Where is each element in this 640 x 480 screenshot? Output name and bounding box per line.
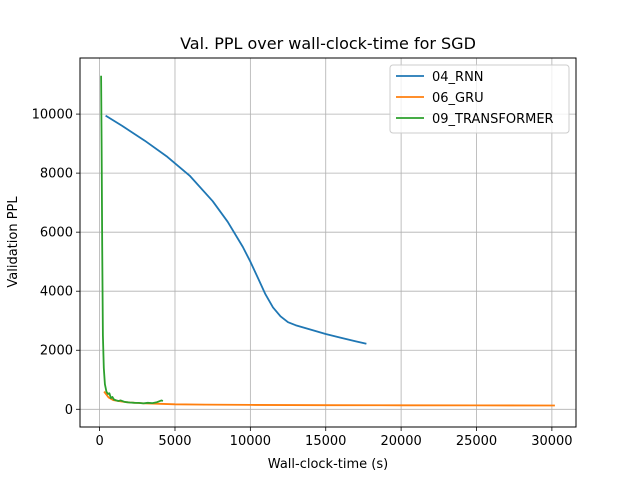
chart-title: Val. PPL over wall-clock-time for SGD — [180, 34, 476, 53]
legend-label: 06_GRU — [432, 91, 484, 106]
y-axis-label: Validation PPL — [6, 196, 21, 288]
series-layer — [100, 75, 555, 407]
x-tick-label: 20000 — [380, 434, 421, 449]
legend: 04_RNN 06_GRU 09_TRANSFORMER — [389, 64, 570, 134]
ticks: 0 5000 10000 15000 20000 25000 30000 0 2000 4000 6… — [32, 108, 573, 449]
series-line-04_rnn — [105, 114, 367, 345]
series-line-09_transformer — [100, 75, 164, 405]
plot-frame — [79, 57, 577, 428]
x-axis-label: Wall-clock-time (s) — [268, 457, 388, 472]
y-tick-label: 6000 — [40, 226, 73, 241]
y-tick-label: 4000 — [40, 285, 73, 300]
x-tick-label: 10000 — [230, 434, 271, 449]
x-tick-label: 25000 — [456, 434, 497, 449]
legend-label: 04_RNN — [432, 70, 484, 85]
x-tick-label: 15000 — [305, 434, 346, 449]
legend-label: 09_TRANSFORMER — [432, 112, 554, 127]
x-tick-label: 0 — [95, 434, 103, 449]
y-tick-label: 0 — [65, 403, 73, 418]
y-tick-label: 10000 — [32, 108, 73, 123]
x-tick-label: 5000 — [158, 434, 191, 449]
legend-box — [389, 64, 570, 134]
y-tick-label: 2000 — [40, 344, 73, 359]
y-tick-label: 8000 — [40, 167, 73, 182]
grid — [80, 58, 576, 427]
x-tick-label: 30000 — [531, 434, 572, 449]
